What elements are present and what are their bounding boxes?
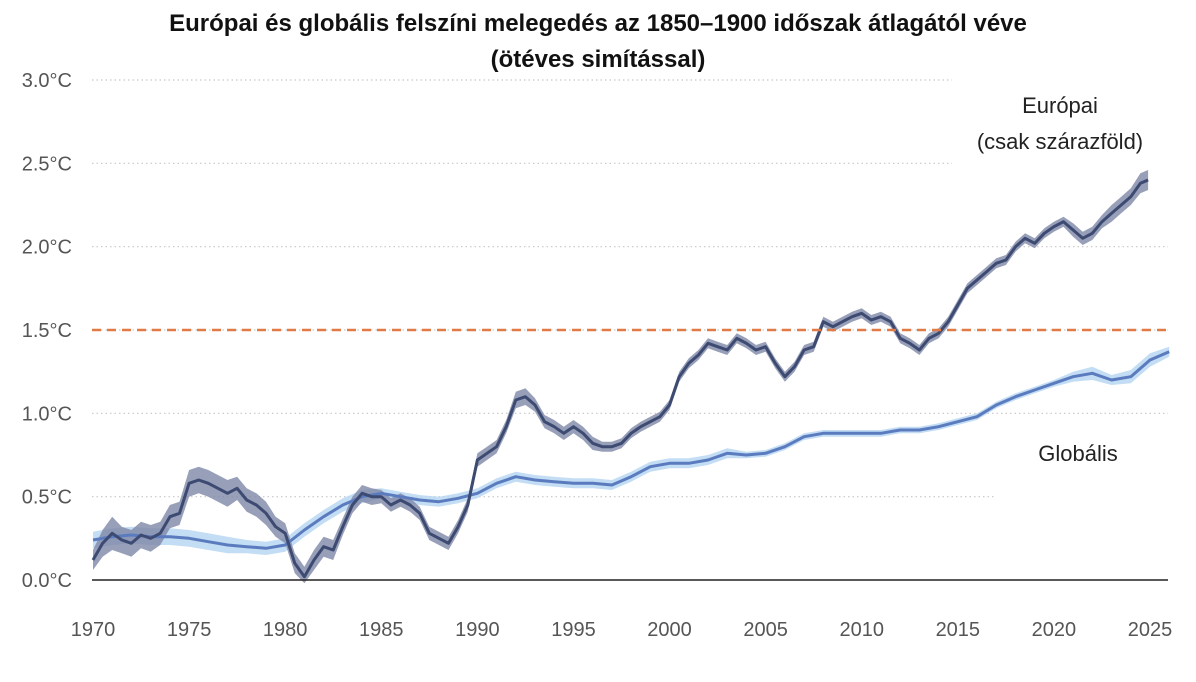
global-label-box (995, 430, 1172, 540)
x-tick-label: 1970 (71, 619, 116, 641)
x-tick-label: 1985 (359, 619, 404, 641)
european-series-label-line1: Európai (1022, 93, 1098, 118)
x-tick-label: 2010 (839, 619, 884, 641)
x-tick-label: 1975 (167, 619, 212, 641)
x-tick-label: 2015 (936, 619, 981, 641)
x-tick-label: 2005 (743, 619, 788, 641)
global-series-label: Globális (1038, 441, 1117, 466)
global-series-line (92, 350, 1170, 550)
global-uncertainty-band (93, 346, 1170, 555)
x-tick-label: 2020 (1032, 619, 1077, 641)
european-uncertainty-band (93, 170, 1149, 584)
x-tick-label: 1995 (551, 619, 596, 641)
y-tick-label: 1.5°C (22, 320, 72, 342)
y-tick-label: 1.0°C (22, 403, 72, 425)
european-label-box (952, 78, 1172, 168)
series (91, 170, 1170, 584)
y-tick-label: 3.0°C (22, 70, 72, 92)
y-tick-label: 0.0°C (22, 570, 72, 592)
x-tick-label: 1990 (455, 619, 500, 641)
european-series-label-line2: (csak szárazföld) (977, 129, 1143, 154)
y-tick-label: 0.5°C (22, 487, 72, 509)
x-tick-label: 1980 (263, 619, 308, 641)
x-tick-label: 2025 (1128, 619, 1173, 641)
y-tick-label: 2.5°C (22, 153, 72, 175)
chart-title-line2: (ötéves simítással) (491, 46, 706, 73)
chart-title-line1: Európai és globális felszíni melegedés a… (169, 10, 1027, 37)
y-axis-ticks: 0.0°C 0.5°C 1.0°C 1.5°C 2.0°C 2.5°C 3.0°C (22, 70, 72, 592)
x-tick-label: 2000 (647, 619, 692, 641)
y-tick-label: 2.0°C (22, 237, 72, 259)
european-series-line (91, 178, 1149, 579)
x-axis-ticks: 1970 1975 1980 1985 1990 1995 2000 2005 2010 2015… (71, 619, 1173, 641)
